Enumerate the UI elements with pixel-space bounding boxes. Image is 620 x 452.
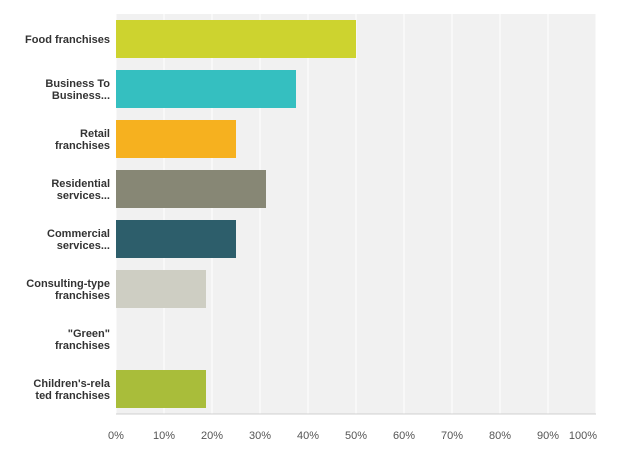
category-label: Business To Business... [45,78,110,102]
category-label: Commercial services... [47,228,110,252]
x-tick-labels: 0% 10% 20% 30% 40% 50% 60% 70% 80% 90% 100% [108,430,597,442]
bar [116,120,236,158]
bar [116,170,266,208]
bar [116,70,296,108]
x-tick-label: 90% [537,430,559,442]
category-labels: Food franchises Business To Business... Ret… [25,34,111,402]
x-tick-label: 50% [345,430,367,442]
x-tick-label: 80% [489,430,511,442]
bars [116,20,356,408]
bar [116,220,236,258]
bar [116,20,356,58]
bar [116,370,206,408]
category-label: Retail franchises [55,128,110,152]
category-label: Children's-rela ted franchises [33,378,110,402]
x-tick-label: 0% [108,430,124,442]
x-tick-label: 30% [249,430,271,442]
category-label: Food franchises [25,34,110,46]
x-tick-label: 60% [393,430,415,442]
x-tick-label: 100% [569,430,597,442]
category-label: "Green" franchises [55,328,110,352]
category-label: Consulting-type franchises [26,278,110,302]
category-label: Residential services... [51,178,110,202]
x-tick-label: 70% [441,430,463,442]
x-tick-label: 20% [201,430,223,442]
x-tick-label: 10% [153,430,175,442]
x-tick-label: 40% [297,430,319,442]
bar [116,270,206,308]
